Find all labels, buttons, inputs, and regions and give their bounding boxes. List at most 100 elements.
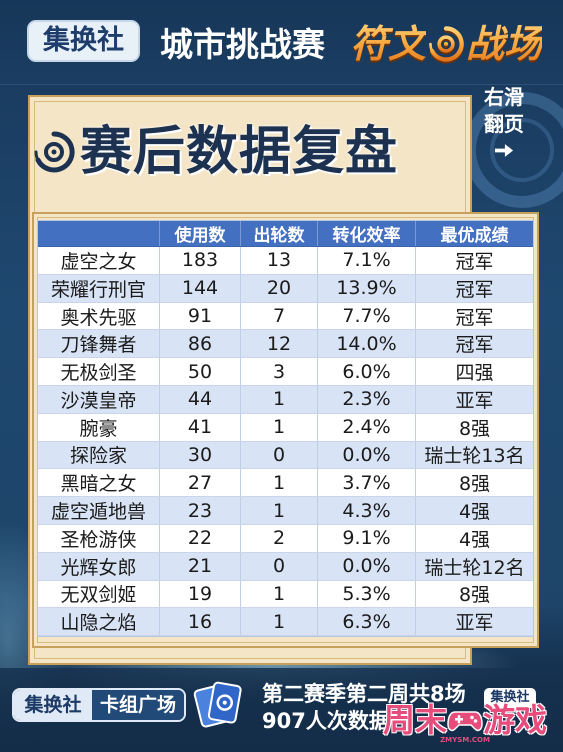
table-row: 虚空之女 183 13 7.1% 冠军 — [38, 247, 533, 275]
cell-deck-name: 山隐之焰 — [38, 608, 160, 636]
cell-top-cut-count: 0 — [241, 441, 318, 469]
table-row: 沙漠皇帝 44 1 2.3% 亚军 — [38, 385, 533, 414]
cell-best-result: 8强 — [458, 584, 491, 607]
summary-text: 第二赛季第二周共8场 907人次数据 — [262, 681, 466, 735]
cell-conversion-rate: 6.3% — [318, 608, 416, 636]
cell-usage-count: 21 — [160, 552, 241, 580]
event-title: 城市挑战赛 — [160, 25, 325, 64]
cell-best-result: 四强 — [455, 362, 494, 385]
cell-usage-count: 22 — [160, 524, 241, 552]
cell-top-cut-count: 1 — [241, 497, 318, 524]
cell-conversion-rate: 14.0% — [318, 330, 416, 358]
cell-deck-name: 荣耀行刑官 — [38, 274, 160, 302]
cell-top-cut-count: 1 — [241, 580, 318, 608]
game-logo-text-left: 符文 — [350, 22, 427, 66]
table-row: 无极剑圣 50 3 6.0% 四强 — [38, 358, 533, 386]
logo-swirl-icon — [429, 26, 464, 62]
cell-usage-count: 144 — [160, 274, 241, 302]
cell-deck-name: 虚空遁地兽 — [38, 497, 160, 524]
cell-usage-count: 19 — [160, 580, 241, 608]
cell-best-result: 冠军 — [455, 334, 494, 357]
cell-best-result: 亚军 — [455, 612, 494, 635]
cell-deck-name: 光辉女郎 — [38, 552, 160, 580]
cell-best-result: 4强 — [458, 528, 491, 551]
watermark: 周末 ZMYSM.COM 游戏 — [383, 700, 547, 748]
table-row: 圣枪游侠 22 2 9.1% 4强 — [38, 524, 533, 553]
table-row: 刀锋舞者 86 12 14.0% 冠军 — [38, 330, 533, 359]
cell-top-cut-count: 13 — [241, 247, 318, 274]
cell-deck-name: 无极剑圣 — [38, 358, 160, 385]
table-row: 腕豪 41 1 2.4% 8强 — [38, 413, 533, 442]
game-logo: 符文 战场 — [350, 20, 542, 68]
cell-best-result: 瑞士轮12名 — [424, 556, 525, 579]
column-header-conversion-rate: 转化效率 — [318, 221, 416, 246]
cell-top-cut-count: 20 — [241, 274, 318, 302]
cell-top-cut-count: 1 — [241, 413, 318, 441]
watermark-center: ZMYSM.COM — [440, 700, 490, 745]
table-row: 光辉女郎 21 0 0.0% 瑞士轮12名 — [38, 552, 533, 581]
cell-conversion-rate: 6.0% — [318, 358, 416, 385]
brand-logo: 集换社 — [27, 20, 140, 62]
cell-best-result: 冠军 — [455, 250, 494, 273]
page-title: 赛后数据复盘 — [80, 122, 399, 182]
cell-best-result: 亚军 — [455, 389, 494, 412]
cell-conversion-rate: 7.7% — [318, 302, 416, 330]
column-header-top-cut-count: 出轮数 — [241, 221, 318, 246]
cell-usage-count: 44 — [160, 385, 241, 413]
table-row: 虚空遁地兽 23 1 4.3% 4强 — [38, 497, 533, 525]
game-logo-text-right: 战场 — [466, 22, 543, 66]
cell-conversion-rate: 2.4% — [318, 413, 416, 441]
cell-top-cut-count: 1 — [241, 608, 318, 636]
table-row: 黑暗之女 27 1 3.7% 8强 — [38, 469, 533, 498]
table-row: 无双剑姬 19 1 5.3% 8强 — [38, 580, 533, 609]
swipe-hint-line1: 右滑 — [484, 85, 524, 109]
stats-table: 使用数 出轮数 转化效率 最优成绩 虚空之女 183 13 7.1% 冠军 荣耀行刑官 144 20 1… — [37, 219, 534, 638]
cell-usage-count: 41 — [160, 413, 241, 441]
column-header-usage-count: 使用数 — [160, 221, 241, 246]
cell-usage-count: 183 — [160, 247, 241, 274]
footer-brand-small: 集换社 — [484, 688, 536, 708]
cell-conversion-rate: 13.9% — [318, 274, 416, 302]
cell-deck-name: 无双剑姬 — [38, 580, 160, 608]
column-header-best-result: 最优成绩 — [440, 226, 509, 246]
cell-conversion-rate: 5.3% — [318, 580, 416, 608]
cell-usage-count: 91 — [160, 302, 241, 330]
cell-best-result: 8强 — [458, 473, 491, 496]
cell-deck-name: 圣枪游侠 — [38, 524, 160, 552]
cell-conversion-rate: 2.3% — [318, 385, 416, 413]
cell-usage-count: 23 — [160, 497, 241, 524]
gamepad-icon — [447, 711, 483, 732]
swipe-hint: 右滑 翻页 — [479, 84, 529, 158]
swipe-hint-line2: 翻页 — [484, 112, 524, 136]
cell-conversion-rate: 7.1% — [318, 247, 416, 274]
table-row: 荣耀行刑官 144 20 13.9% 冠军 — [38, 274, 533, 303]
cell-conversion-rate: 4.3% — [318, 497, 416, 524]
cell-usage-count: 16 — [160, 608, 241, 636]
cell-deck-name: 探险家 — [38, 441, 160, 469]
cell-deck-name: 虚空之女 — [38, 247, 160, 274]
cell-best-result: 冠军 — [455, 278, 494, 301]
cell-deck-name: 奥术先驱 — [38, 302, 160, 330]
cell-top-cut-count: 7 — [241, 302, 318, 330]
cell-top-cut-count: 2 — [241, 524, 318, 552]
cell-deck-name: 黑暗之女 — [38, 469, 160, 497]
table-row: 奥术先驱 91 7 7.7% 冠军 — [38, 302, 533, 331]
table-row: 山隐之焰 16 1 6.3% 亚军 — [38, 608, 533, 637]
cell-top-cut-count: 1 — [241, 469, 318, 497]
watermark-site: ZMYSM.COM — [440, 736, 490, 744]
cell-best-result: 瑞士轮13名 — [424, 445, 525, 468]
table-header-row: 使用数 出轮数 转化效率 最优成绩 — [38, 221, 533, 247]
footer-brand-pill: 集换社 卡组广场 — [12, 688, 186, 722]
cell-deck-name: 腕豪 — [38, 413, 160, 441]
column-header-deck-name — [38, 221, 160, 246]
summary-line-1: 第二赛季第二周共8场 — [262, 682, 466, 706]
title-swirl-icon — [34, 131, 75, 173]
cell-conversion-rate: 9.1% — [318, 524, 416, 552]
cell-usage-count: 30 — [160, 441, 241, 469]
cell-best-result: 4强 — [458, 501, 491, 524]
cell-usage-count: 86 — [160, 330, 241, 358]
card-deck-icon — [193, 681, 242, 728]
watermark-text-left: 周末 — [383, 701, 448, 739]
watermark-text-right: 游戏 — [483, 701, 548, 739]
